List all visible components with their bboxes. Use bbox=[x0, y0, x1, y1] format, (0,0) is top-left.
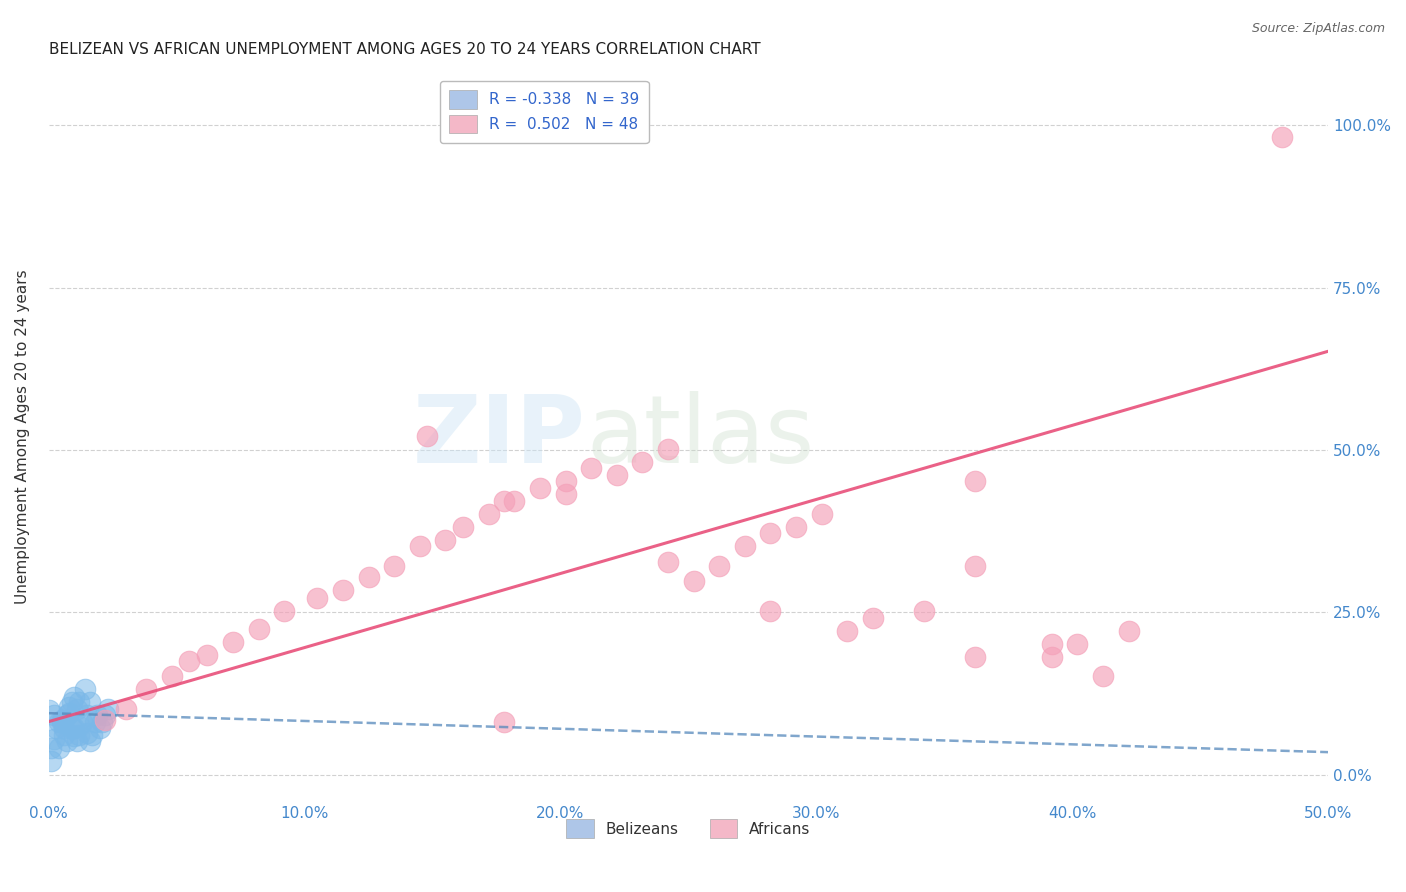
Point bbox=[912, 604, 935, 618]
Point bbox=[79, 695, 101, 709]
Point bbox=[357, 570, 380, 584]
Point bbox=[273, 604, 295, 618]
Point bbox=[759, 526, 782, 541]
Point bbox=[38, 703, 60, 717]
Point bbox=[70, 714, 93, 729]
Point bbox=[76, 725, 98, 739]
Point bbox=[53, 721, 76, 735]
Point bbox=[179, 654, 201, 668]
Point bbox=[45, 721, 67, 735]
Point bbox=[247, 622, 270, 636]
Point bbox=[332, 582, 354, 597]
Text: BELIZEAN VS AFRICAN UNEMPLOYMENT AMONG AGES 20 TO 24 YEARS CORRELATION CHART: BELIZEAN VS AFRICAN UNEMPLOYMENT AMONG A… bbox=[49, 42, 761, 57]
Point bbox=[91, 714, 114, 729]
Point bbox=[409, 539, 432, 553]
Point bbox=[58, 699, 80, 714]
Point bbox=[579, 461, 602, 475]
Point bbox=[69, 695, 91, 709]
Point bbox=[55, 708, 77, 723]
Point bbox=[759, 604, 782, 618]
Point bbox=[197, 648, 219, 662]
Point bbox=[1271, 129, 1294, 144]
Point bbox=[222, 634, 245, 648]
Point bbox=[1040, 637, 1063, 651]
Point bbox=[963, 558, 986, 573]
Point bbox=[82, 728, 104, 742]
Point bbox=[1066, 637, 1088, 651]
Point bbox=[42, 708, 65, 723]
Point bbox=[114, 701, 136, 715]
Point bbox=[478, 507, 501, 521]
Y-axis label: Unemployment Among Ages 20 to 24 years: Unemployment Among Ages 20 to 24 years bbox=[15, 269, 30, 605]
Point bbox=[810, 507, 832, 521]
Point bbox=[63, 729, 86, 743]
Point bbox=[48, 714, 70, 729]
Point bbox=[55, 734, 77, 748]
Point bbox=[734, 539, 756, 553]
Point bbox=[51, 714, 73, 729]
Point bbox=[963, 649, 986, 664]
Point bbox=[69, 728, 91, 742]
Point bbox=[1118, 624, 1140, 638]
Point bbox=[51, 713, 73, 727]
Point bbox=[69, 719, 91, 733]
Text: Source: ZipAtlas.com: Source: ZipAtlas.com bbox=[1251, 22, 1385, 36]
Point bbox=[160, 669, 183, 683]
Point bbox=[682, 574, 704, 589]
Point bbox=[58, 706, 80, 721]
Point bbox=[60, 695, 83, 709]
Point bbox=[1040, 649, 1063, 664]
Point bbox=[89, 721, 111, 735]
Point bbox=[494, 714, 516, 729]
Point bbox=[434, 533, 457, 547]
Point bbox=[39, 754, 62, 768]
Point bbox=[73, 682, 96, 697]
Point bbox=[39, 740, 62, 755]
Point bbox=[657, 555, 679, 569]
Point bbox=[97, 701, 120, 715]
Point bbox=[707, 558, 730, 573]
Point bbox=[503, 493, 526, 508]
Point bbox=[785, 519, 807, 533]
Point bbox=[554, 487, 576, 501]
Point bbox=[1091, 669, 1114, 683]
Point bbox=[42, 732, 65, 747]
Point bbox=[66, 701, 89, 715]
Point bbox=[66, 734, 89, 748]
Legend: Belizeans, Africans: Belizeans, Africans bbox=[560, 814, 817, 844]
Point bbox=[529, 481, 551, 495]
Text: ZIP: ZIP bbox=[413, 391, 586, 483]
Point bbox=[631, 455, 654, 469]
Point bbox=[63, 721, 86, 735]
Point bbox=[606, 467, 628, 482]
Point bbox=[79, 734, 101, 748]
Point bbox=[48, 740, 70, 755]
Point bbox=[451, 519, 474, 533]
Point bbox=[835, 624, 858, 638]
Point bbox=[657, 442, 679, 456]
Point bbox=[554, 474, 576, 488]
Point bbox=[53, 728, 76, 742]
Point bbox=[63, 690, 86, 704]
Point bbox=[135, 682, 157, 697]
Point bbox=[862, 610, 884, 624]
Point bbox=[382, 558, 405, 573]
Point bbox=[307, 591, 329, 606]
Point bbox=[76, 708, 98, 723]
Point bbox=[83, 714, 105, 729]
Point bbox=[416, 429, 439, 443]
Point bbox=[963, 474, 986, 488]
Point bbox=[86, 708, 108, 723]
Point bbox=[94, 708, 117, 723]
Point bbox=[494, 493, 516, 508]
Text: atlas: atlas bbox=[586, 391, 814, 483]
Point bbox=[60, 721, 83, 735]
Point bbox=[94, 713, 117, 727]
